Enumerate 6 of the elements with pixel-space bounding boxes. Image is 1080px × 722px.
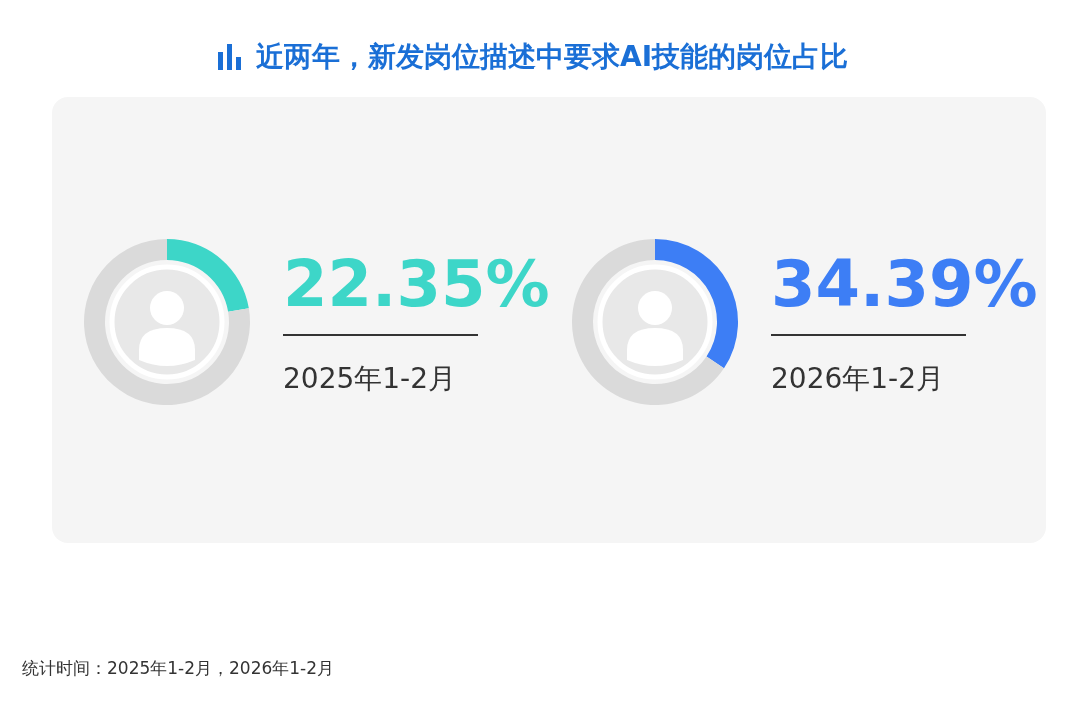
chart-title: 近两年，新发岗位描述中要求AI技能的岗位占比 <box>256 39 849 75</box>
text: 2026年1-2月 <box>771 361 944 395</box>
data-label: 34.39% <box>771 247 1038 321</box>
data-label: 22.35% <box>283 247 550 321</box>
text: 统计时间：2025年1-2月，2026年1-2月 <box>22 657 335 680</box>
text: 2025年1-2月 <box>283 361 456 395</box>
